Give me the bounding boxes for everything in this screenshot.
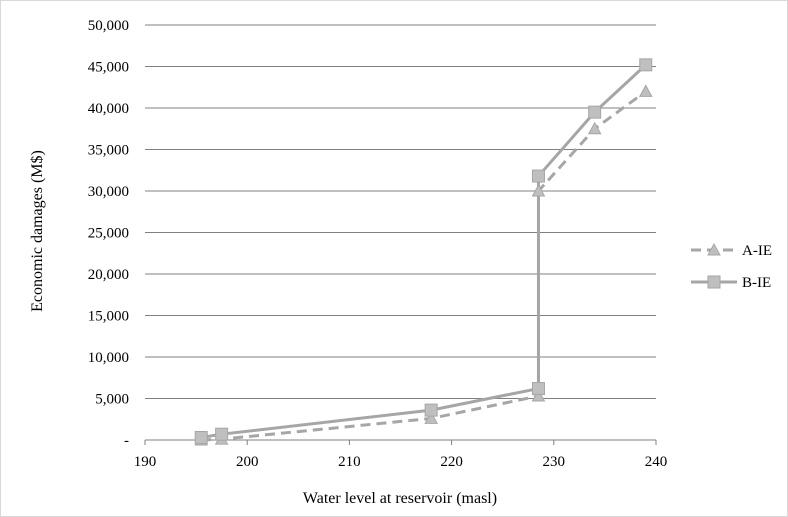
data-point-b-ie (588, 105, 602, 119)
axes (144, 439, 657, 445)
legend-label-a-ie: A-IE (742, 243, 772, 259)
data-point-b-ie (531, 169, 545, 183)
y-tick-label: 30,000 (88, 184, 129, 200)
legend: A-IE B-IE (691, 242, 772, 291)
data-point-a-ie (531, 183, 546, 197)
x-tick-label: 210 (338, 454, 361, 470)
y-tick-label: - (124, 433, 129, 449)
series-line-a-ie (201, 90, 647, 442)
data-point-b-ie (639, 58, 653, 72)
x-axis-title: Water level at reservoir (masl) (303, 490, 497, 507)
y-tick-label: 20,000 (88, 267, 129, 283)
series-lines (200, 63, 647, 442)
y-tick-label: 15,000 (88, 309, 129, 325)
y-tick-label: 5,000 (95, 392, 129, 408)
x-tick-labels: 190 200 210 220 230 240 (134, 454, 668, 470)
y-axis-title: Economic damages (M$) (29, 150, 46, 312)
x-tick-label: 190 (134, 454, 157, 470)
data-point-b-ie (215, 427, 229, 441)
y-tick-label: 35,000 (88, 143, 129, 159)
data-point-b-ie (194, 431, 208, 445)
data-point-b-ie (531, 382, 545, 396)
y-tick-label: 45,000 (88, 60, 129, 76)
x-tick-label: 220 (440, 454, 463, 470)
y-tick-label: 10,000 (88, 350, 129, 366)
x-tick-label: 230 (543, 454, 566, 470)
y-tick-label: 40,000 (88, 101, 129, 117)
series-line-b-ie (200, 63, 647, 439)
x-tick-label: 240 (645, 454, 668, 470)
data-point-a-ie (587, 121, 602, 135)
data-point-a-ie (531, 388, 546, 402)
x-tick-label: 200 (236, 454, 259, 470)
data-point-b-ie (424, 403, 438, 417)
data-point-a-ie (424, 411, 439, 424)
series-markers (194, 58, 653, 446)
legend-marker-a-ie (707, 242, 721, 256)
data-point-a-ie (638, 84, 653, 97)
y-tick-label: 25,000 (88, 226, 129, 242)
legend-marker-b-ie (707, 275, 721, 289)
grid-lines (145, 24, 656, 399)
y-tick-labels: - 5,000 10,000 15,000 20,000 25,000 30,000 35,0… (88, 18, 129, 449)
legend-label-b-ie: B-IE (742, 275, 771, 291)
y-tick-label: 50,000 (88, 18, 129, 34)
